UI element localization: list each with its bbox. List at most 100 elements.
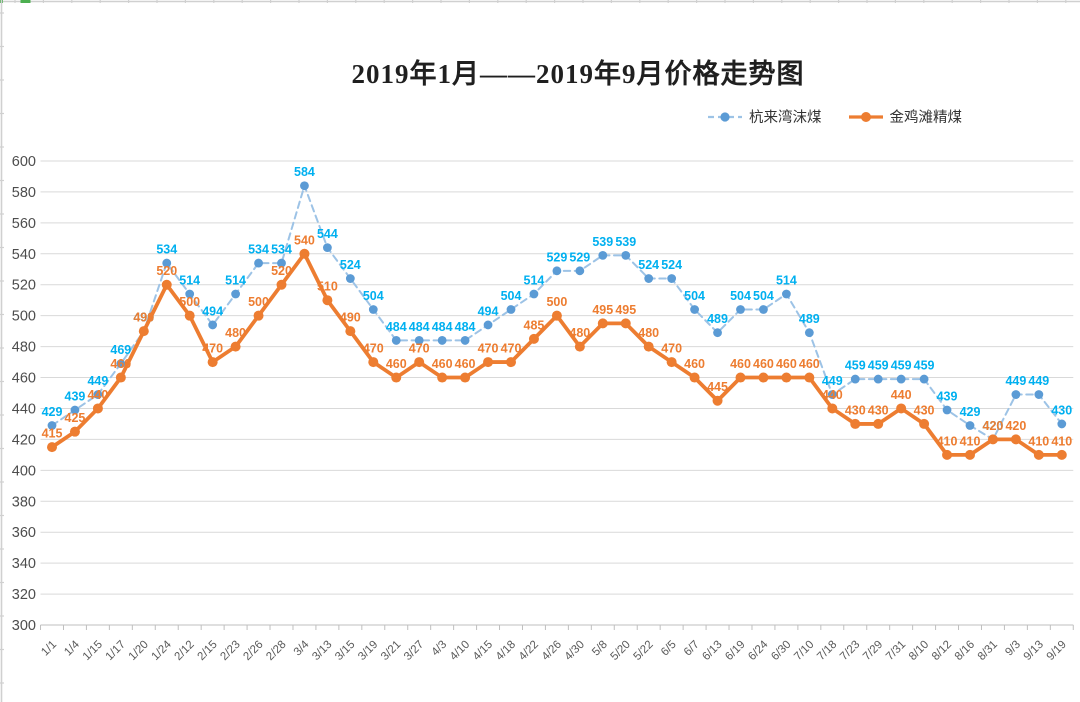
- data-label: 445: [707, 380, 728, 394]
- data-point: [414, 336, 424, 345]
- data-point: [1010, 434, 1021, 445]
- data-point: [781, 372, 792, 383]
- data-point: [782, 289, 791, 299]
- data-point: [666, 357, 677, 368]
- x-tick-label: 2/26: [241, 639, 265, 663]
- data-point: [1033, 449, 1044, 460]
- data-label: 504: [730, 289, 751, 303]
- data-label: 534: [248, 243, 269, 257]
- x-tick-label: 1/24: [150, 638, 175, 663]
- y-tick-label: 540: [12, 247, 36, 263]
- x-tick-label: 2/28: [264, 639, 288, 663]
- data-point: [162, 258, 172, 268]
- data-label: 439: [65, 390, 86, 404]
- data-point: [690, 305, 699, 314]
- data-point: [93, 390, 103, 399]
- data-label: 439: [937, 390, 958, 404]
- data-point: [483, 357, 494, 368]
- data-point: [161, 279, 172, 290]
- data-label: 449: [87, 374, 108, 388]
- data-label: 440: [822, 388, 843, 402]
- x-tick-label: 6/5: [659, 639, 679, 659]
- data-point: [368, 357, 379, 368]
- data-label: 484: [409, 320, 430, 334]
- data-point: [827, 403, 838, 414]
- data-label: 490: [340, 311, 361, 325]
- data-point: [1034, 390, 1044, 399]
- y-tick-label: 440: [12, 401, 36, 417]
- data-label: 410: [960, 434, 981, 448]
- data-point: [368, 305, 378, 314]
- data-point: [460, 336, 470, 345]
- data-label: 440: [891, 388, 912, 402]
- y-tick-label: 500: [12, 309, 36, 325]
- data-label: 534: [156, 243, 177, 257]
- data-label: 484: [455, 320, 476, 334]
- data-label: 524: [340, 258, 361, 272]
- data-point: [437, 336, 447, 345]
- data-label: 584: [294, 165, 315, 179]
- data-point: [643, 341, 654, 352]
- data-point: [299, 248, 310, 259]
- data-point: [551, 310, 562, 321]
- y-tick-label: 300: [12, 618, 36, 634]
- data-point: [277, 258, 286, 268]
- data-point: [207, 357, 218, 368]
- y-tick-label: 420: [12, 432, 36, 448]
- data-point: [391, 372, 402, 383]
- data-point: [735, 372, 746, 383]
- data-label: 494: [478, 304, 499, 318]
- x-tick-label: 3/27: [402, 639, 426, 663]
- data-label: 460: [455, 357, 476, 371]
- x-tick-label: 2/12: [173, 639, 197, 663]
- data-label: 495: [592, 303, 613, 317]
- data-label: 449: [1028, 374, 1049, 388]
- data-label: 460: [110, 357, 131, 371]
- x-tick-label: 6/13: [700, 639, 724, 663]
- x-tick-label: 7/31: [884, 639, 908, 663]
- data-point: [47, 421, 57, 430]
- data-label: 514: [179, 274, 200, 288]
- gridlines: [40, 160, 1074, 626]
- data-label: 429: [960, 405, 981, 419]
- y-tick-label: 460: [12, 371, 36, 387]
- data-label: 430: [845, 403, 866, 417]
- data-point: [529, 289, 539, 299]
- data-label: 449: [822, 374, 843, 388]
- data-point: [92, 403, 103, 414]
- data-label: 469: [110, 343, 131, 357]
- data-point: [47, 442, 57, 453]
- data-label: 500: [248, 295, 269, 309]
- data-label: 514: [776, 274, 797, 288]
- legend-label-jinjitan: 金鸡滩精煤: [889, 110, 963, 126]
- y-tick-label: 480: [12, 340, 36, 356]
- data-label: 504: [753, 289, 774, 303]
- data-point: [115, 372, 126, 383]
- data-point: [712, 395, 723, 406]
- x-tick-label: 5/20: [609, 639, 633, 663]
- data-point: [528, 333, 539, 344]
- data-label: 459: [914, 359, 935, 373]
- data-label: 495: [615, 303, 636, 317]
- y-tick-label: 560: [12, 216, 36, 232]
- data-point: [598, 250, 608, 260]
- data-point: [116, 359, 126, 369]
- data-label: 460: [432, 357, 453, 371]
- data-point: [575, 266, 585, 276]
- data-point: [506, 357, 516, 368]
- data-label: 420: [983, 419, 1004, 433]
- data-label: 529: [546, 250, 567, 264]
- data-point: [185, 289, 195, 299]
- data-point: [804, 328, 814, 338]
- data-label: 470: [202, 342, 223, 356]
- data-label: 510: [317, 280, 338, 294]
- data-point: [253, 310, 264, 321]
- x-tick-label: 9/13: [1022, 639, 1046, 663]
- data-point: [597, 318, 608, 329]
- data-label: 470: [363, 342, 384, 356]
- x-tick-label: 1/20: [127, 639, 151, 663]
- data-label: 524: [638, 258, 659, 272]
- data-point: [919, 374, 929, 384]
